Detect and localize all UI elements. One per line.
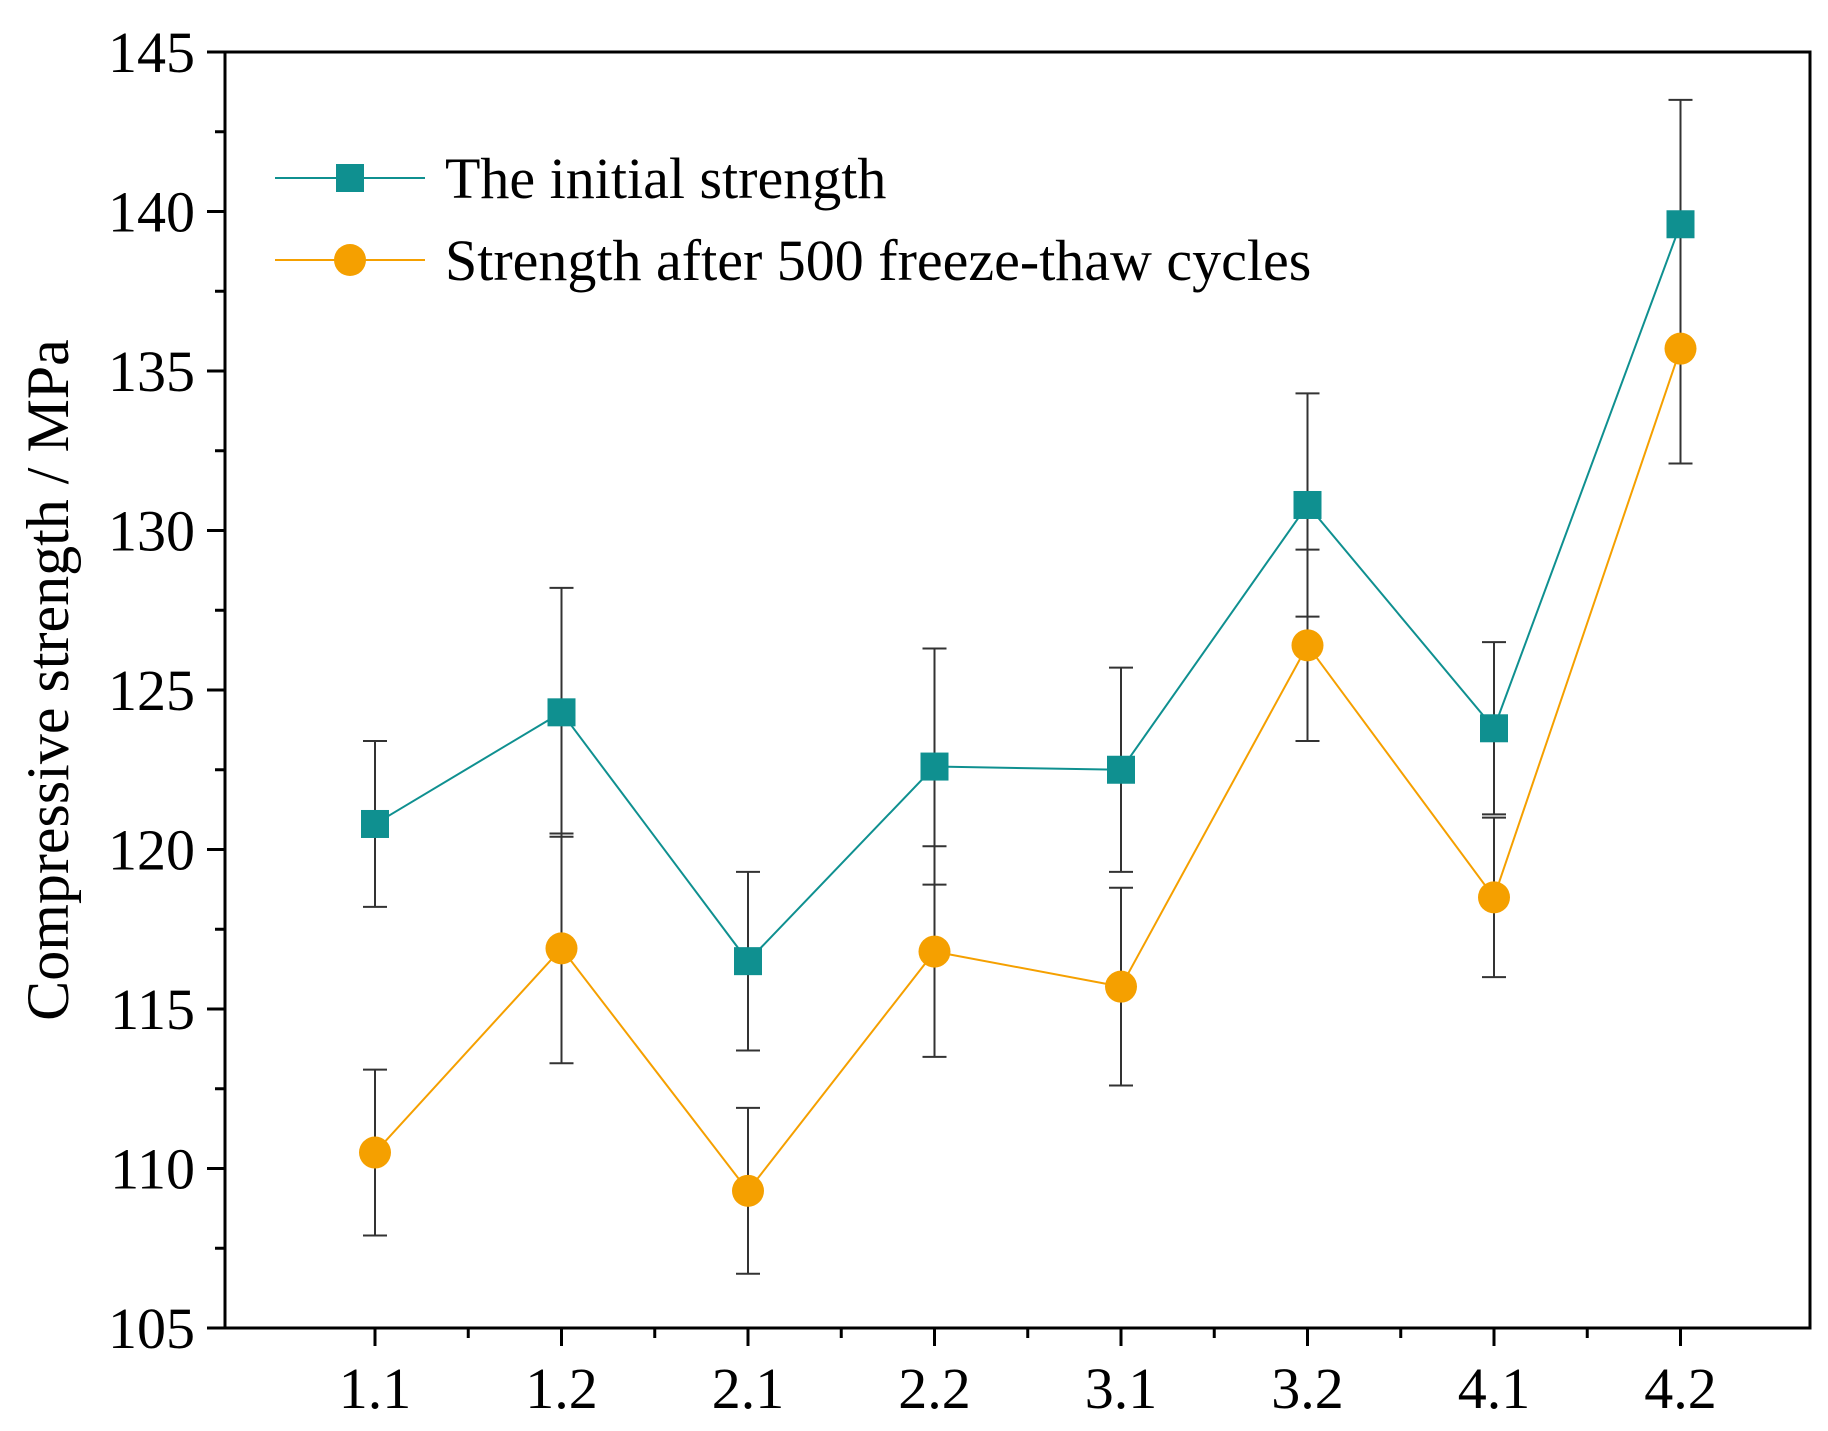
legend: The initial strength Strength after 500 f… (275, 146, 1311, 293)
x-tick-label: 4.1 (1458, 1356, 1531, 1421)
y-tick-label: 110 (110, 1137, 195, 1202)
x-tick-label: 3.1 (1085, 1356, 1158, 1421)
data-point-square (1666, 210, 1695, 239)
data-point-square (1107, 755, 1135, 784)
legend-marker-circle (334, 244, 366, 276)
legend-marker-square (336, 164, 364, 192)
x-tick-label: 1.1 (339, 1356, 412, 1421)
series-line (374, 348, 1682, 1193)
x-tick-label: 2.2 (898, 1356, 971, 1421)
series-markers (359, 210, 1697, 1207)
data-point-square (547, 698, 576, 727)
data-point-circle (732, 1174, 764, 1207)
data-point-square (1480, 714, 1508, 743)
data-point-circle (359, 1136, 391, 1169)
legend-label: The initial strength (445, 146, 886, 211)
y-tick-label: 120 (108, 818, 195, 883)
data-point-circle (1291, 629, 1324, 662)
x-tick-label: 1.2 (525, 1356, 598, 1421)
y-tick-label: 130 (108, 499, 195, 564)
data-point-circle (1478, 881, 1510, 914)
series-lines (374, 223, 1682, 1193)
data-point-square (361, 809, 389, 838)
x-tick-label: 4.2 (1644, 1356, 1717, 1421)
data-point-square (734, 947, 762, 976)
data-point-circle (1664, 332, 1697, 365)
data-point-circle (545, 932, 578, 965)
y-axis-label: Compressive strength / MPa (15, 339, 81, 1021)
data-point-circle (918, 935, 951, 968)
axes: 105 110 115 120 125 130 135 140 145 1.1 1.2 2.1 2.2 3… (108, 20, 1812, 1421)
data-point-circle (1105, 970, 1137, 1003)
data-point-square (1293, 490, 1322, 519)
y-tick-label: 105 (108, 1296, 195, 1361)
y-tick-label: 115 (110, 977, 195, 1042)
y-tick-label: 135 (108, 339, 195, 404)
x-tick-label: 2.1 (712, 1356, 785, 1421)
y-tick-label: 145 (108, 20, 195, 85)
legend-label: Strength after 500 freeze-thaw cycles (445, 228, 1311, 293)
y-tick-label: 125 (108, 658, 195, 723)
y-tick-label: 140 (108, 180, 195, 245)
data-point-square (920, 752, 949, 781)
series-line (374, 223, 1682, 963)
x-tick-label: 3.2 (1271, 1356, 1344, 1421)
